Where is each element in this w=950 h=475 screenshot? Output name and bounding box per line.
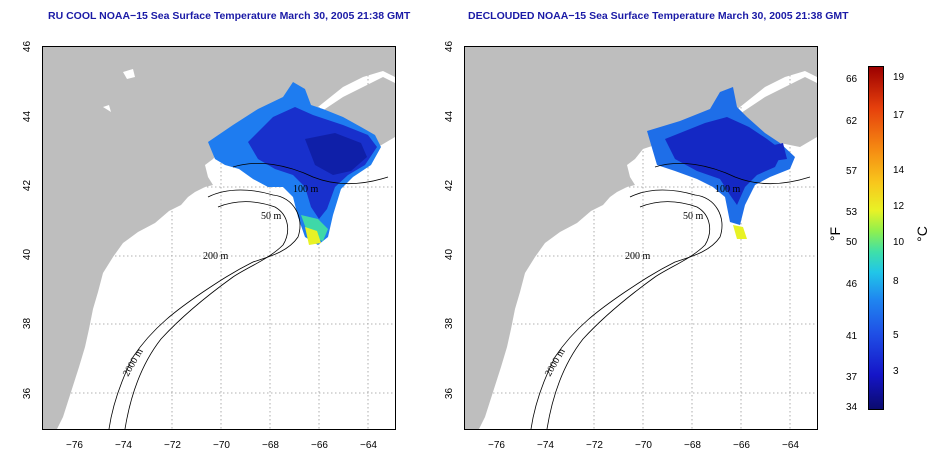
x-tick-label: −74 <box>115 440 132 451</box>
contour-label-2000m: 2000 m <box>543 347 568 379</box>
colorbar-f-label: 41 <box>846 331 858 342</box>
contour-label-50m: 50 m <box>683 211 704 222</box>
colorbar-f-label: 37 <box>846 372 858 383</box>
contour-label-100m: 100 m <box>715 184 741 195</box>
right-sst-map: 50 m 100 m 200 m 2000 m <box>464 46 818 430</box>
x-tick-label: −72 <box>164 440 181 451</box>
y-tick-label: 42 <box>444 179 456 192</box>
colorbar-c-label: 5 <box>893 330 899 341</box>
bathymetry-contours <box>530 162 811 429</box>
contour-label-50m: 50 m <box>261 211 282 222</box>
x-tick-label: −70 <box>213 440 230 451</box>
x-tick-label: −64 <box>360 440 377 451</box>
unit-fahrenheit: °F <box>827 226 844 242</box>
y-tick-label: 36 <box>444 387 456 400</box>
sst-field <box>208 82 381 245</box>
x-tick-label: −76 <box>66 440 83 451</box>
y-tick-label: 44 <box>444 110 456 123</box>
colorbar-f-label: 66 <box>846 74 858 85</box>
y-tick-label: 46 <box>444 40 456 53</box>
y-tick-label: 40 <box>22 248 34 261</box>
colorbar-f-label: 62 <box>846 116 858 127</box>
colorbar-f-label: 46 <box>846 279 858 290</box>
right-map-title: DECLOUDED NOAA−15 Sea Surface Temperatur… <box>468 10 849 22</box>
x-tick-label: −66 <box>733 440 750 451</box>
colorbar-c-label: 19 <box>893 72 905 83</box>
colorbar-c-label: 14 <box>893 165 905 176</box>
y-tick-label: 40 <box>444 248 456 261</box>
left-sst-map: 50 m 100 m 200 m 2000 m <box>42 46 396 430</box>
colorbar-f-label: 34 <box>846 402 858 413</box>
land-mass <box>465 47 817 429</box>
contour-label-200m: 200 m <box>203 251 229 262</box>
colorbar-c-label: 3 <box>893 366 899 377</box>
colorbar-c-label: 8 <box>893 276 899 287</box>
sst-field <box>647 87 795 239</box>
y-tick-label: 44 <box>22 110 34 123</box>
x-tick-label: −68 <box>684 440 701 451</box>
colorbar-c-label: 17 <box>893 110 905 121</box>
land-mass <box>43 47 395 429</box>
y-tick-label: 42 <box>22 179 34 192</box>
y-tick-label: 38 <box>22 317 34 330</box>
x-tick-label: −64 <box>782 440 799 451</box>
contour-label-100m: 100 m <box>293 184 319 195</box>
x-tick-label: −66 <box>311 440 328 451</box>
unit-celsius: °C <box>913 226 930 242</box>
contour-label-200m: 200 m <box>625 251 651 262</box>
x-tick-label: −76 <box>488 440 505 451</box>
x-tick-label: −68 <box>262 440 279 451</box>
colorbar-f-label: 53 <box>846 207 858 218</box>
bathymetry-contours <box>108 162 389 429</box>
colorbar-f-label: 57 <box>846 166 858 177</box>
colorbar-c-label: 12 <box>893 201 905 212</box>
x-tick-label: −74 <box>537 440 554 451</box>
x-tick-label: −70 <box>635 440 652 451</box>
x-tick-label: −72 <box>586 440 603 451</box>
y-tick-label: 38 <box>444 317 456 330</box>
y-tick-label: 36 <box>22 387 34 400</box>
y-tick-label: 46 <box>22 40 34 53</box>
colorbar-f-label: 50 <box>846 237 858 248</box>
left-map-title: RU COOL NOAA−15 Sea Surface Temperature … <box>48 10 411 22</box>
temperature-colorbar <box>868 66 884 410</box>
colorbar-c-label: 10 <box>893 237 905 248</box>
contour-label-2000m: 2000 m <box>121 347 146 379</box>
